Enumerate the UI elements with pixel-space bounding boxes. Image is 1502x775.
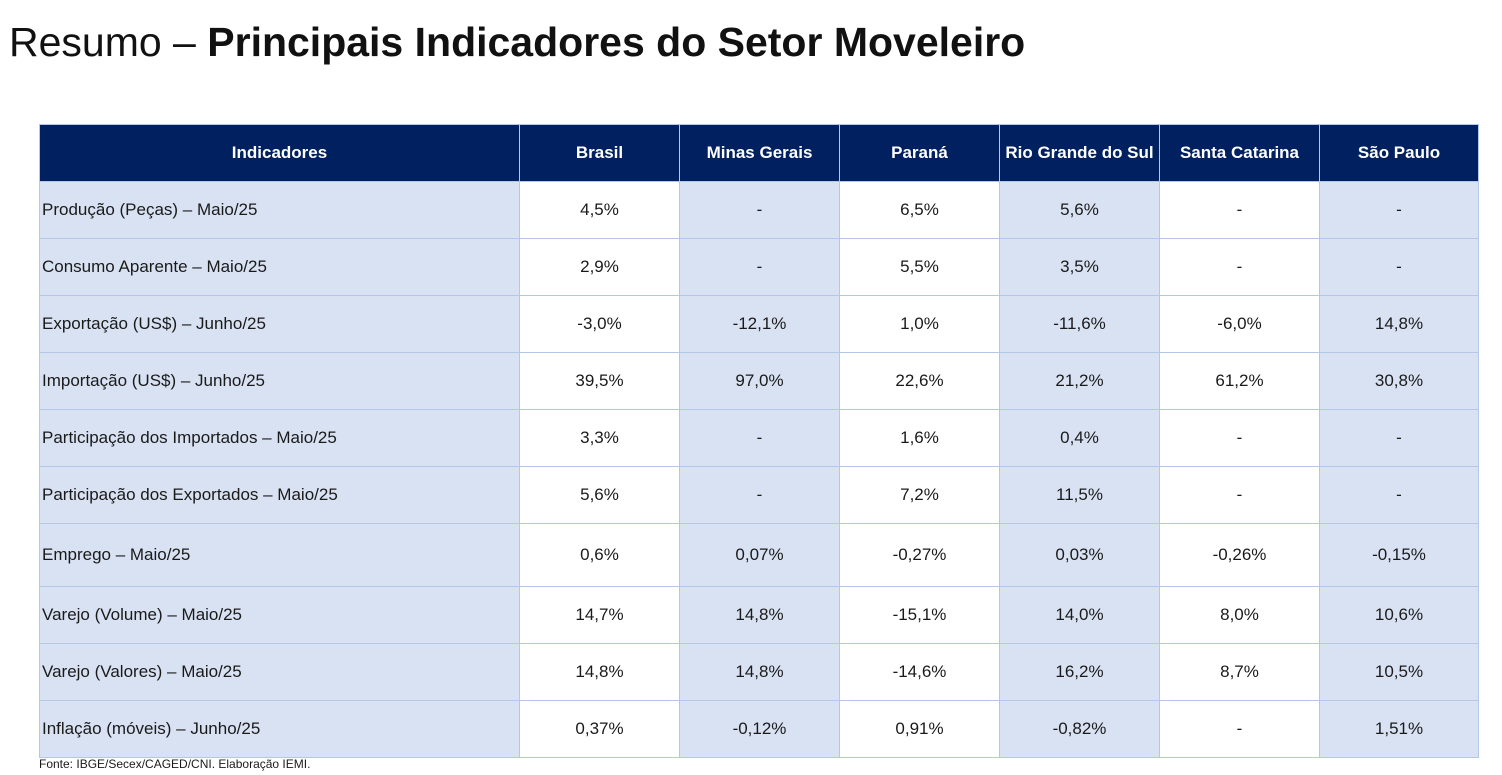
row-label: Emprego – Maio/25 (39, 523, 520, 587)
column-header-minas-gerais: Minas Gerais (679, 124, 840, 182)
row-label: Inflação (móveis) – Junho/25 (39, 700, 520, 758)
table-header-row: Indicadores Brasil Minas Gerais Paraná R… (39, 124, 1479, 182)
cell-rio-grande-do-sul: 14,0% (999, 586, 1160, 644)
indicators-table: Indicadores Brasil Minas Gerais Paraná R… (39, 124, 1479, 758)
cell-sao-paulo: 10,6% (1319, 586, 1479, 644)
cell-brasil: 3,3% (519, 409, 680, 467)
cell-sao-paulo: - (1319, 409, 1479, 467)
column-header-indicadores: Indicadores (39, 124, 520, 182)
cell-rio-grande-do-sul: 21,2% (999, 352, 1160, 410)
indicators-table-container: Indicadores Brasil Minas Gerais Paraná R… (39, 124, 1479, 758)
cell-minas-gerais: 0,07% (679, 523, 840, 587)
page-title: Resumo – Principais Indicadores do Setor… (9, 16, 1025, 68)
row-label: Varejo (Valores) – Maio/25 (39, 643, 520, 701)
cell-rio-grande-do-sul: 16,2% (999, 643, 1160, 701)
cell-santa-catarina: - (1159, 238, 1320, 296)
cell-brasil: 0,37% (519, 700, 680, 758)
cell-minas-gerais: - (679, 409, 840, 467)
row-label: Participação dos Exportados – Maio/25 (39, 466, 520, 524)
table-row: Inflação (móveis) – Junho/25 0,37% -0,12… (39, 700, 1479, 758)
cell-sao-paulo: 14,8% (1319, 295, 1479, 353)
title-emphasis: Principais Indicadores do Setor Moveleir… (207, 19, 1026, 65)
row-label: Participação dos Importados – Maio/25 (39, 409, 520, 467)
cell-rio-grande-do-sul: 0,03% (999, 523, 1160, 587)
cell-minas-gerais: 97,0% (679, 352, 840, 410)
cell-minas-gerais: - (679, 466, 840, 524)
cell-brasil: 39,5% (519, 352, 680, 410)
row-label: Importação (US$) – Junho/25 (39, 352, 520, 410)
cell-sao-paulo: 10,5% (1319, 643, 1479, 701)
cell-minas-gerais: 14,8% (679, 586, 840, 644)
cell-brasil: 0,6% (519, 523, 680, 587)
column-header-santa-catarina: Santa Catarina (1159, 124, 1320, 182)
cell-parana: 1,6% (839, 409, 1000, 467)
column-header-sao-paulo: São Paulo (1319, 124, 1479, 182)
cell-sao-paulo: - (1319, 466, 1479, 524)
cell-sao-paulo: - (1319, 238, 1479, 296)
cell-minas-gerais: 14,8% (679, 643, 840, 701)
cell-sao-paulo: 1,51% (1319, 700, 1479, 758)
cell-santa-catarina: 8,0% (1159, 586, 1320, 644)
cell-santa-catarina: 61,2% (1159, 352, 1320, 410)
cell-rio-grande-do-sul: 5,6% (999, 181, 1160, 239)
cell-parana: 22,6% (839, 352, 1000, 410)
cell-sao-paulo: 30,8% (1319, 352, 1479, 410)
source-note: Fonte: IBGE/Secex/CAGED/CNI. Elaboração … (39, 757, 311, 771)
cell-santa-catarina: - (1159, 409, 1320, 467)
cell-brasil: -3,0% (519, 295, 680, 353)
cell-minas-gerais: -12,1% (679, 295, 840, 353)
table-row: Emprego – Maio/25 0,6% 0,07% -0,27% 0,03… (39, 523, 1479, 587)
cell-parana: 7,2% (839, 466, 1000, 524)
cell-parana: 5,5% (839, 238, 1000, 296)
cell-santa-catarina: - (1159, 466, 1320, 524)
cell-parana: -0,27% (839, 523, 1000, 587)
table-row: Exportação (US$) – Junho/25 -3,0% -12,1%… (39, 295, 1479, 353)
column-header-rio-grande-do-sul: Rio Grande do Sul (999, 124, 1160, 182)
cell-rio-grande-do-sul: 0,4% (999, 409, 1160, 467)
cell-brasil: 2,9% (519, 238, 680, 296)
row-label: Produção (Peças) – Maio/25 (39, 181, 520, 239)
row-label: Exportação (US$) – Junho/25 (39, 295, 520, 353)
row-label: Consumo Aparente – Maio/25 (39, 238, 520, 296)
cell-santa-catarina: -6,0% (1159, 295, 1320, 353)
cell-brasil: 14,7% (519, 586, 680, 644)
cell-minas-gerais: -0,12% (679, 700, 840, 758)
table-row: Importação (US$) – Junho/25 39,5% 97,0% … (39, 352, 1479, 410)
table-row: Consumo Aparente – Maio/25 2,9% - 5,5% 3… (39, 238, 1479, 296)
table-row: Varejo (Volume) – Maio/25 14,7% 14,8% -1… (39, 586, 1479, 644)
cell-santa-catarina: - (1159, 700, 1320, 758)
cell-sao-paulo: - (1319, 181, 1479, 239)
cell-minas-gerais: - (679, 181, 840, 239)
cell-santa-catarina: - (1159, 181, 1320, 239)
title-prefix: Resumo – (9, 19, 208, 65)
cell-parana: 0,91% (839, 700, 1000, 758)
cell-rio-grande-do-sul: -0,82% (999, 700, 1160, 758)
cell-parana: -15,1% (839, 586, 1000, 644)
cell-sao-paulo: -0,15% (1319, 523, 1479, 587)
column-header-brasil: Brasil (519, 124, 680, 182)
cell-brasil: 4,5% (519, 181, 680, 239)
cell-rio-grande-do-sul: -11,6% (999, 295, 1160, 353)
table-row: Varejo (Valores) – Maio/25 14,8% 14,8% -… (39, 643, 1479, 701)
cell-parana: 1,0% (839, 295, 1000, 353)
cell-brasil: 5,6% (519, 466, 680, 524)
table-row: Participação dos Importados – Maio/25 3,… (39, 409, 1479, 467)
row-label: Varejo (Volume) – Maio/25 (39, 586, 520, 644)
table-row: Produção (Peças) – Maio/25 4,5% - 6,5% 5… (39, 181, 1479, 239)
cell-parana: 6,5% (839, 181, 1000, 239)
cell-santa-catarina: 8,7% (1159, 643, 1320, 701)
cell-minas-gerais: - (679, 238, 840, 296)
column-header-parana: Paraná (839, 124, 1000, 182)
cell-rio-grande-do-sul: 11,5% (999, 466, 1160, 524)
cell-parana: -14,6% (839, 643, 1000, 701)
cell-rio-grande-do-sul: 3,5% (999, 238, 1160, 296)
cell-santa-catarina: -0,26% (1159, 523, 1320, 587)
cell-brasil: 14,8% (519, 643, 680, 701)
table-row: Participação dos Exportados – Maio/25 5,… (39, 466, 1479, 524)
